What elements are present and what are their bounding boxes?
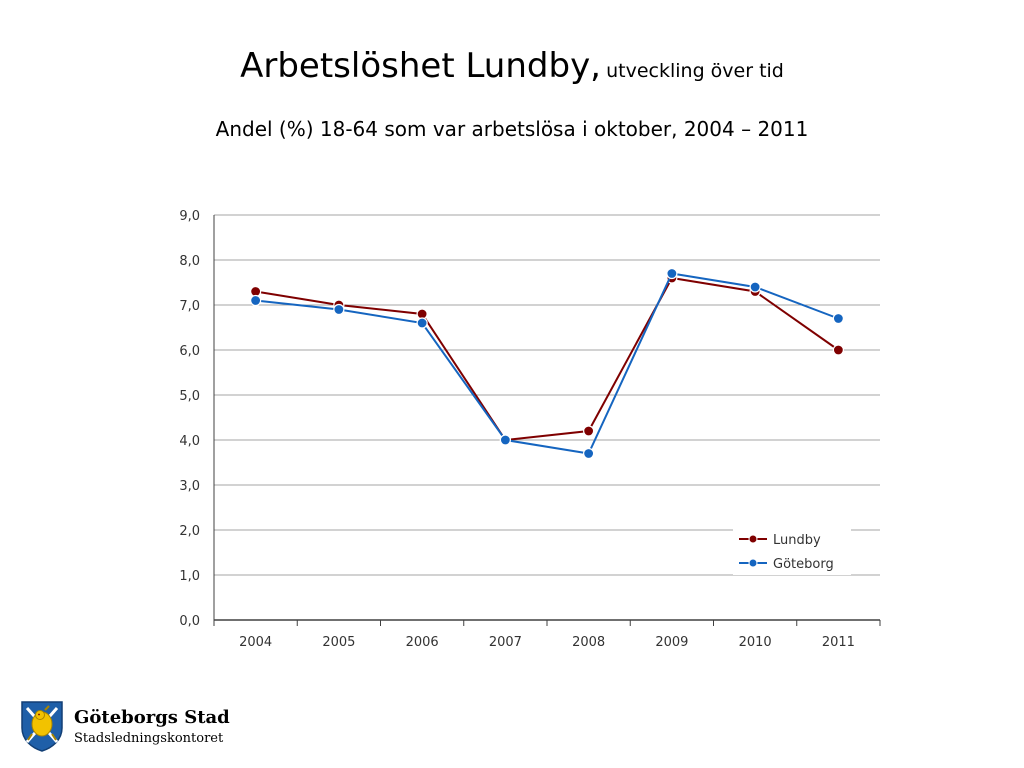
- series-line: [255, 276, 839, 442]
- y-tick-label: 3,0: [179, 479, 200, 494]
- series-line: [255, 272, 839, 455]
- x-tick-label: 2007: [489, 635, 522, 650]
- legend-marker: [748, 534, 758, 544]
- y-tick-label: 0,0: [179, 614, 200, 629]
- goteborg-lion-crest-icon: [21, 701, 63, 752]
- data-point: [416, 317, 428, 329]
- x-tick-label: 2010: [739, 635, 772, 650]
- data-point: [583, 447, 595, 460]
- x-tick-label: 2008: [572, 635, 605, 650]
- title-main: Arbetslöshet Lundby,: [240, 46, 601, 86]
- y-tick-label: 6,0: [179, 344, 200, 359]
- x-tick-label: 2004: [239, 635, 272, 650]
- data-point: [832, 344, 844, 356]
- data-point: [333, 303, 345, 316]
- data-point: [583, 425, 595, 437]
- y-tick-label: 7,0: [179, 299, 200, 314]
- y-tick-label: 1,0: [179, 569, 200, 584]
- y-tick-label: 2,0: [179, 524, 200, 539]
- y-tick-label: 4,0: [179, 434, 200, 449]
- legend-marker: [748, 558, 758, 568]
- x-tick-label: 2005: [322, 635, 355, 650]
- org-department: Stadsledningskontoret: [74, 731, 224, 746]
- chart-subtitle: Andel (%) 18-64 som var arbetslösa i okt…: [215, 117, 809, 141]
- data-point: [832, 312, 844, 325]
- x-tick-label: 2011: [822, 635, 855, 650]
- x-tick-label: 2006: [406, 635, 439, 650]
- data-point: [250, 294, 262, 307]
- page-title: Arbetslöshet Lundby, utveckling över tid: [0, 46, 1024, 86]
- x-tick-label: 2009: [655, 635, 688, 650]
- title-suffix: utveckling över tid: [606, 60, 784, 82]
- org-name: Göteborgs Stad: [74, 707, 230, 728]
- y-tick-label: 5,0: [179, 389, 200, 404]
- y-tick-label: 8,0: [179, 254, 200, 269]
- data-point: [749, 281, 761, 293]
- y-tick-label: 9,0: [179, 209, 200, 224]
- data-point: [666, 267, 678, 280]
- legend-label: Lundby: [773, 533, 821, 548]
- goteborg-logo: Göteborgs Stad Stadsledningskontoret: [18, 698, 258, 754]
- legend-label: Göteborg: [773, 557, 834, 572]
- data-point: [499, 434, 511, 446]
